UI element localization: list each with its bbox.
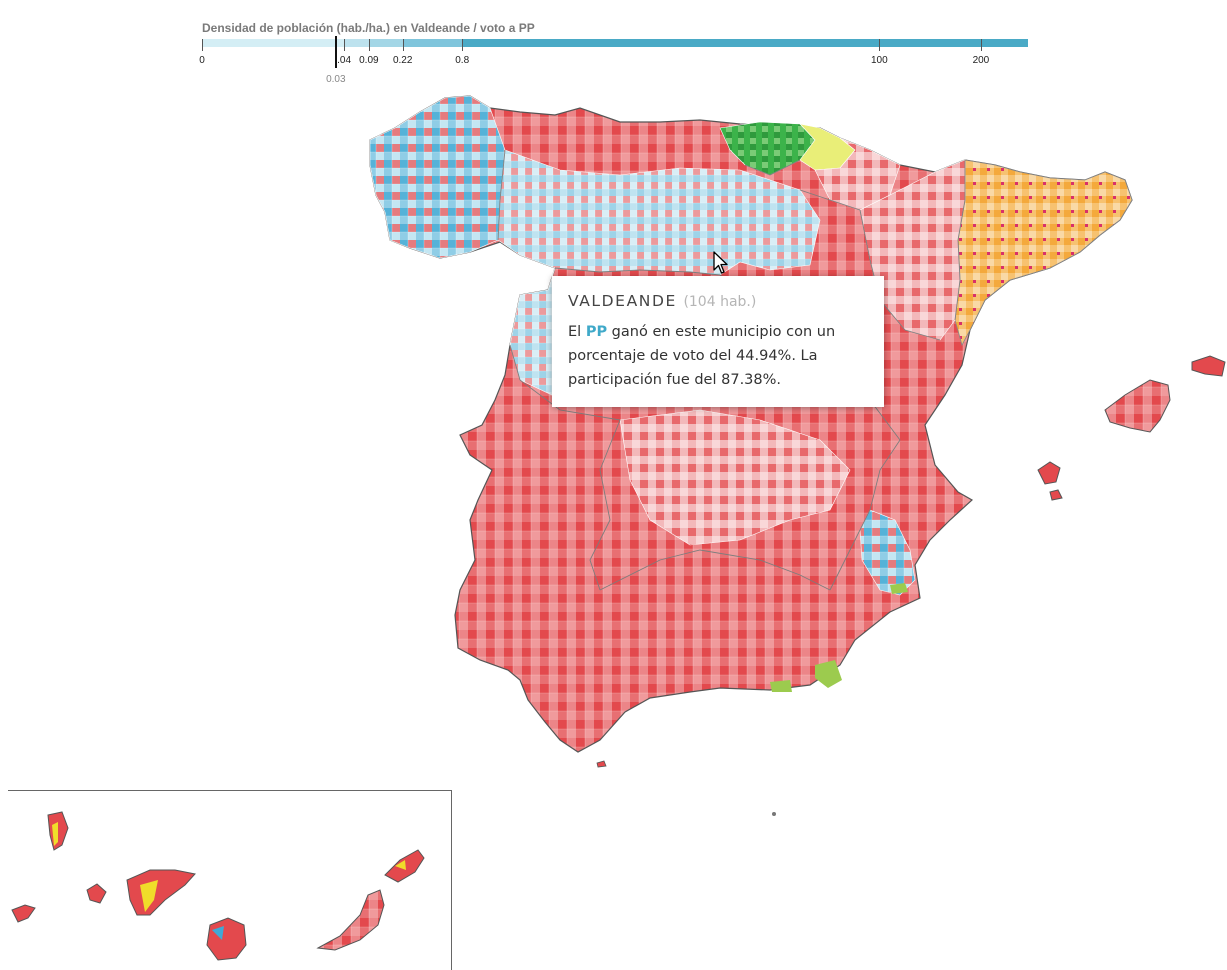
region-catalonia[interactable] [954,159,1133,347]
legend-tick [980,39,982,51]
island-formentera[interactable] [1049,489,1063,501]
tooltip-text-before: El [568,324,586,340]
spot-almeria[interactable] [815,660,842,688]
tooltip-party: PP [585,324,608,340]
region-center-light[interactable] [619,409,851,546]
legend-segment [402,39,463,47]
region-castilla-leon-north[interactable] [497,149,821,276]
tooltip-municipality-name: VALDEANDE [568,292,677,310]
legend-tick [368,39,370,51]
legend-title: Densidad de población (hab./ha.) en Vald… [202,21,535,35]
legend-tick-label: 0.09 [359,55,379,66]
region-valencia-south[interactable] [859,509,916,596]
legend-tick-label: 0.8 [455,55,470,66]
island-ibiza[interactable] [1037,461,1061,485]
legend-current-marker [334,36,337,68]
ceuta [596,760,607,768]
island-fuerteventura[interactable] [316,889,385,951]
legend-segment [462,39,1028,47]
island-la-palma-yellow [52,822,58,846]
legend-tick [202,39,203,51]
tooltip-header: VALDEANDE (104 hab.) [568,292,868,310]
legend-tick-label: .04 [337,55,352,66]
canary-islands-frame [8,790,452,970]
region-northwest[interactable] [369,95,506,259]
municipality-tooltip: VALDEANDE (104 hab.) El PP ganó en este … [552,276,884,407]
legend-tick [402,39,404,51]
island-menorca[interactable] [1191,355,1226,377]
island-gran-canaria-blue [212,926,224,940]
arrow-pointer-icon [713,251,728,274]
legend-segment [202,39,345,47]
island-la-gomera[interactable] [86,883,107,904]
legend-tick [462,39,464,51]
spot-alicante[interactable] [890,583,908,594]
legend-marker-label: 0.03 [326,74,346,85]
legend-tick-label: 200 [972,55,990,66]
legend-segment [344,39,369,47]
legend-color-bar [202,39,1028,47]
tooltip-population: (104 hab.) [683,294,757,310]
spot-granada[interactable] [770,680,792,692]
legend-tick-label: 0 [199,55,205,66]
legend-segment [368,39,403,47]
island-tenerife-yellow [140,880,158,912]
island-mallorca[interactable] [1104,379,1171,433]
legend-tick-label: 0.22 [392,55,413,66]
island-lanzarote-yellow [395,860,406,870]
legend-tick [879,39,881,51]
legend-tick [344,39,346,51]
island-alboran [772,812,776,816]
density-legend: Densidad de población (hab./ha.) en Vald… [0,0,1227,90]
legend-tick-label: 100 [870,55,888,66]
island-el-hierro[interactable] [11,904,36,923]
tooltip-body: El PP ganó en este municipio con un porc… [568,320,868,392]
tooltip-text-after: ganó en este municipio con un porcentaje… [568,324,836,388]
